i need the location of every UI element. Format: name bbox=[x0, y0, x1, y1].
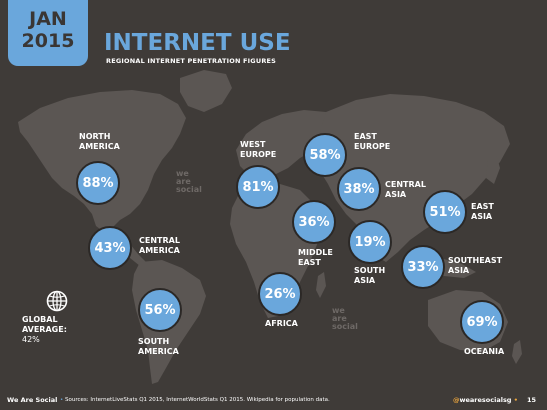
footer-sources-text: Sources: InternetLiveStats Q1 2015, Inte… bbox=[65, 397, 330, 403]
global-average: GLOBAL AVERAGE: 42% bbox=[22, 315, 67, 345]
continent-greenland bbox=[180, 70, 232, 112]
continent-europe bbox=[236, 110, 334, 178]
global-average-label: GLOBAL AVERAGE: bbox=[22, 315, 67, 334]
footer-sources: • Sources: InternetLiveStats Q1 2015, In… bbox=[60, 397, 330, 403]
label-southeast-asia: SOUTHEAST ASIA bbox=[448, 256, 503, 275]
continent-madagascar bbox=[316, 272, 326, 298]
date-year: 2015 bbox=[21, 30, 75, 52]
chart-subtitle: REGIONAL INTERNET PENETRATION FIGURES bbox=[106, 57, 277, 65]
continent-new-zealand bbox=[512, 340, 522, 364]
at-icon: @ bbox=[453, 396, 460, 404]
watermark: we are social bbox=[332, 306, 358, 331]
label-africa: AFRICA bbox=[265, 319, 298, 328]
bubble-africa: 26% bbox=[258, 272, 302, 316]
bubble-east-europe: 58% bbox=[303, 133, 347, 177]
bubble-west-europe: 81% bbox=[236, 165, 280, 209]
bubble-central-asia: 38% bbox=[337, 167, 381, 211]
footer-bar bbox=[0, 394, 547, 410]
label-oceania: OCEANIA bbox=[464, 347, 505, 356]
bubble-south-america: 56% bbox=[138, 288, 182, 332]
label-central-asia: CENTRAL ASIA bbox=[385, 180, 426, 199]
footer-handle-separator: • bbox=[513, 396, 518, 404]
label-east-asia: EAST ASIA bbox=[471, 202, 494, 221]
page-number: 15 bbox=[527, 396, 537, 404]
label-middle-east: MIDDLE EAST bbox=[298, 248, 333, 267]
label-west-europe: WEST EUROPE bbox=[240, 140, 277, 159]
label-north-america: NORTH AMERICA bbox=[79, 132, 120, 151]
watermark: we are social bbox=[176, 169, 202, 194]
footer-handle-text: wearesocialsg bbox=[459, 396, 512, 404]
bubble-east-asia: 51% bbox=[423, 190, 467, 234]
globe-icon bbox=[46, 290, 68, 312]
date-month: JAN bbox=[29, 8, 67, 30]
footer-brand: We Are Social bbox=[7, 396, 58, 404]
footer-handle: @wearesocialsg • bbox=[453, 396, 518, 404]
label-east-europe: EAST EUROPE bbox=[354, 132, 391, 151]
bubble-north-america: 88% bbox=[76, 161, 120, 205]
bubble-oceania: 69% bbox=[460, 300, 504, 344]
bubble-central-america: 43% bbox=[88, 226, 132, 270]
date-tab: JAN 2015 bbox=[8, 0, 88, 66]
footer-separator: • bbox=[60, 397, 64, 403]
chart-title: INTERNET USE bbox=[104, 30, 291, 56]
global-average-value: 42% bbox=[22, 335, 40, 344]
bubble-middle-east: 36% bbox=[292, 200, 336, 244]
label-south-america: SOUTH AMERICA bbox=[138, 337, 179, 356]
bubble-south-asia: 19% bbox=[348, 220, 392, 264]
label-central-america: CENTRAL AMERICA bbox=[139, 236, 180, 255]
continent-japan bbox=[486, 154, 500, 184]
bubble-southeast-asia: 33% bbox=[401, 245, 445, 289]
label-south-asia: SOUTH ASIA bbox=[354, 266, 386, 285]
